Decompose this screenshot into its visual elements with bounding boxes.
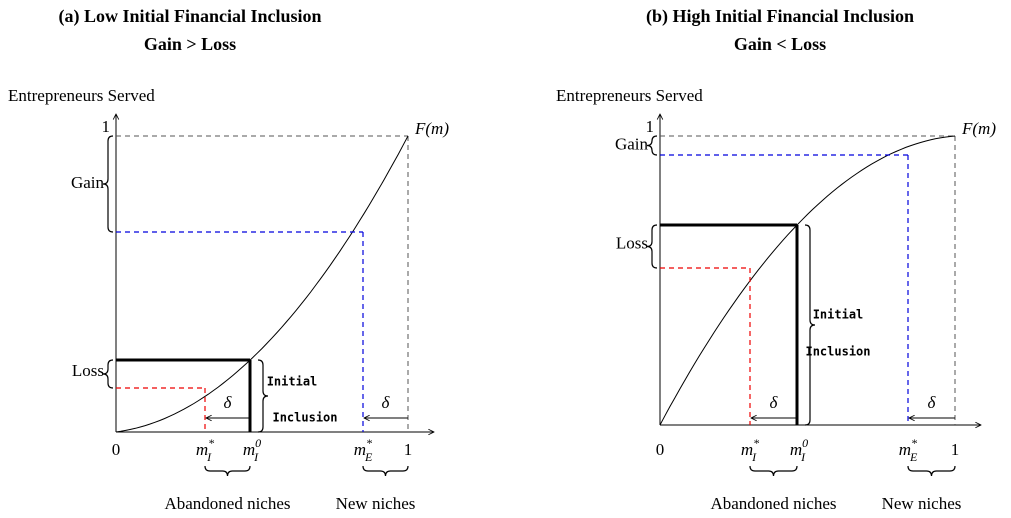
point-label-sub: I [253,450,259,464]
point-label: m* I [196,436,214,464]
curve [115,135,409,433]
point-label-sup: * [753,436,759,450]
brace [102,359,114,389]
panel-subtitle: Gain < Loss [734,34,826,54]
point-label-sub: E [364,450,373,464]
point-label: m* E [899,436,918,464]
point-label-base: m [741,440,753,459]
delta-label: δ [770,393,779,412]
brace [646,135,658,156]
initial-label: Initial [267,375,318,389]
y-axis-label: Entrepreneurs Served [556,86,703,105]
abandoned-label: Abandoned niches [710,494,836,513]
gain-label: Gain [615,134,649,153]
initial-label: Initial [813,308,864,322]
inclusion-label: Inclusion [805,345,870,359]
brace [257,359,269,433]
brace [749,465,798,477]
y-one-label: 1 [102,117,111,136]
new-niches-label: New niches [882,494,962,513]
point-label: m* E [354,436,373,464]
curve-label: F(m) [961,119,996,138]
delta-label: δ [928,393,937,412]
point-label-sup: * [366,436,372,450]
point-label-sup: * [208,436,214,450]
panel-subtitle: Gain > Loss [144,34,236,54]
point-label-base: m [196,440,208,459]
curve [659,135,956,426]
brace [907,465,956,477]
point-label-sup: * [911,436,917,450]
x-zero-label: 0 [656,440,665,459]
brace [646,224,658,269]
point-label: m0 I [790,436,808,464]
inclusion-label: Inclusion [272,411,337,425]
x-one-label: 1 [404,440,413,459]
y-one-label: 1 [646,117,655,136]
panel-title: (b) High Initial Financial Inclusion [646,6,914,27]
curve-label: F(m) [414,119,449,138]
point-label: m* I [741,436,759,464]
brace [102,135,114,233]
point-label-base: m [243,440,255,459]
point-label: m0 I [243,436,261,464]
point-label-sub: E [909,450,918,464]
brace [204,465,251,477]
y-axis-label: Entrepreneurs Served [8,86,155,105]
point-label-sup: 0 [255,436,261,450]
loss-label: Loss [616,233,648,252]
point-label-sub: I [800,450,806,464]
x-one-label: 1 [951,440,960,459]
point-label-base: m [790,440,802,459]
point-label-sub: I [206,450,212,464]
gain-label: Gain [71,173,105,192]
x-zero-label: 0 [112,440,121,459]
point-label-sup: 0 [802,436,808,450]
point-label-base: m [899,440,911,459]
panel-title: (a) Low Initial Financial Inclusion [58,6,321,27]
brace [804,224,816,426]
brace [362,465,409,477]
delta-label: δ [224,393,233,412]
point-label-sub: I [751,450,757,464]
new-niches-label: New niches [336,494,416,513]
delta-label: δ [382,393,391,412]
abandoned-label: Abandoned niches [164,494,290,513]
point-label-base: m [354,440,366,459]
loss-label: Loss [72,361,104,380]
